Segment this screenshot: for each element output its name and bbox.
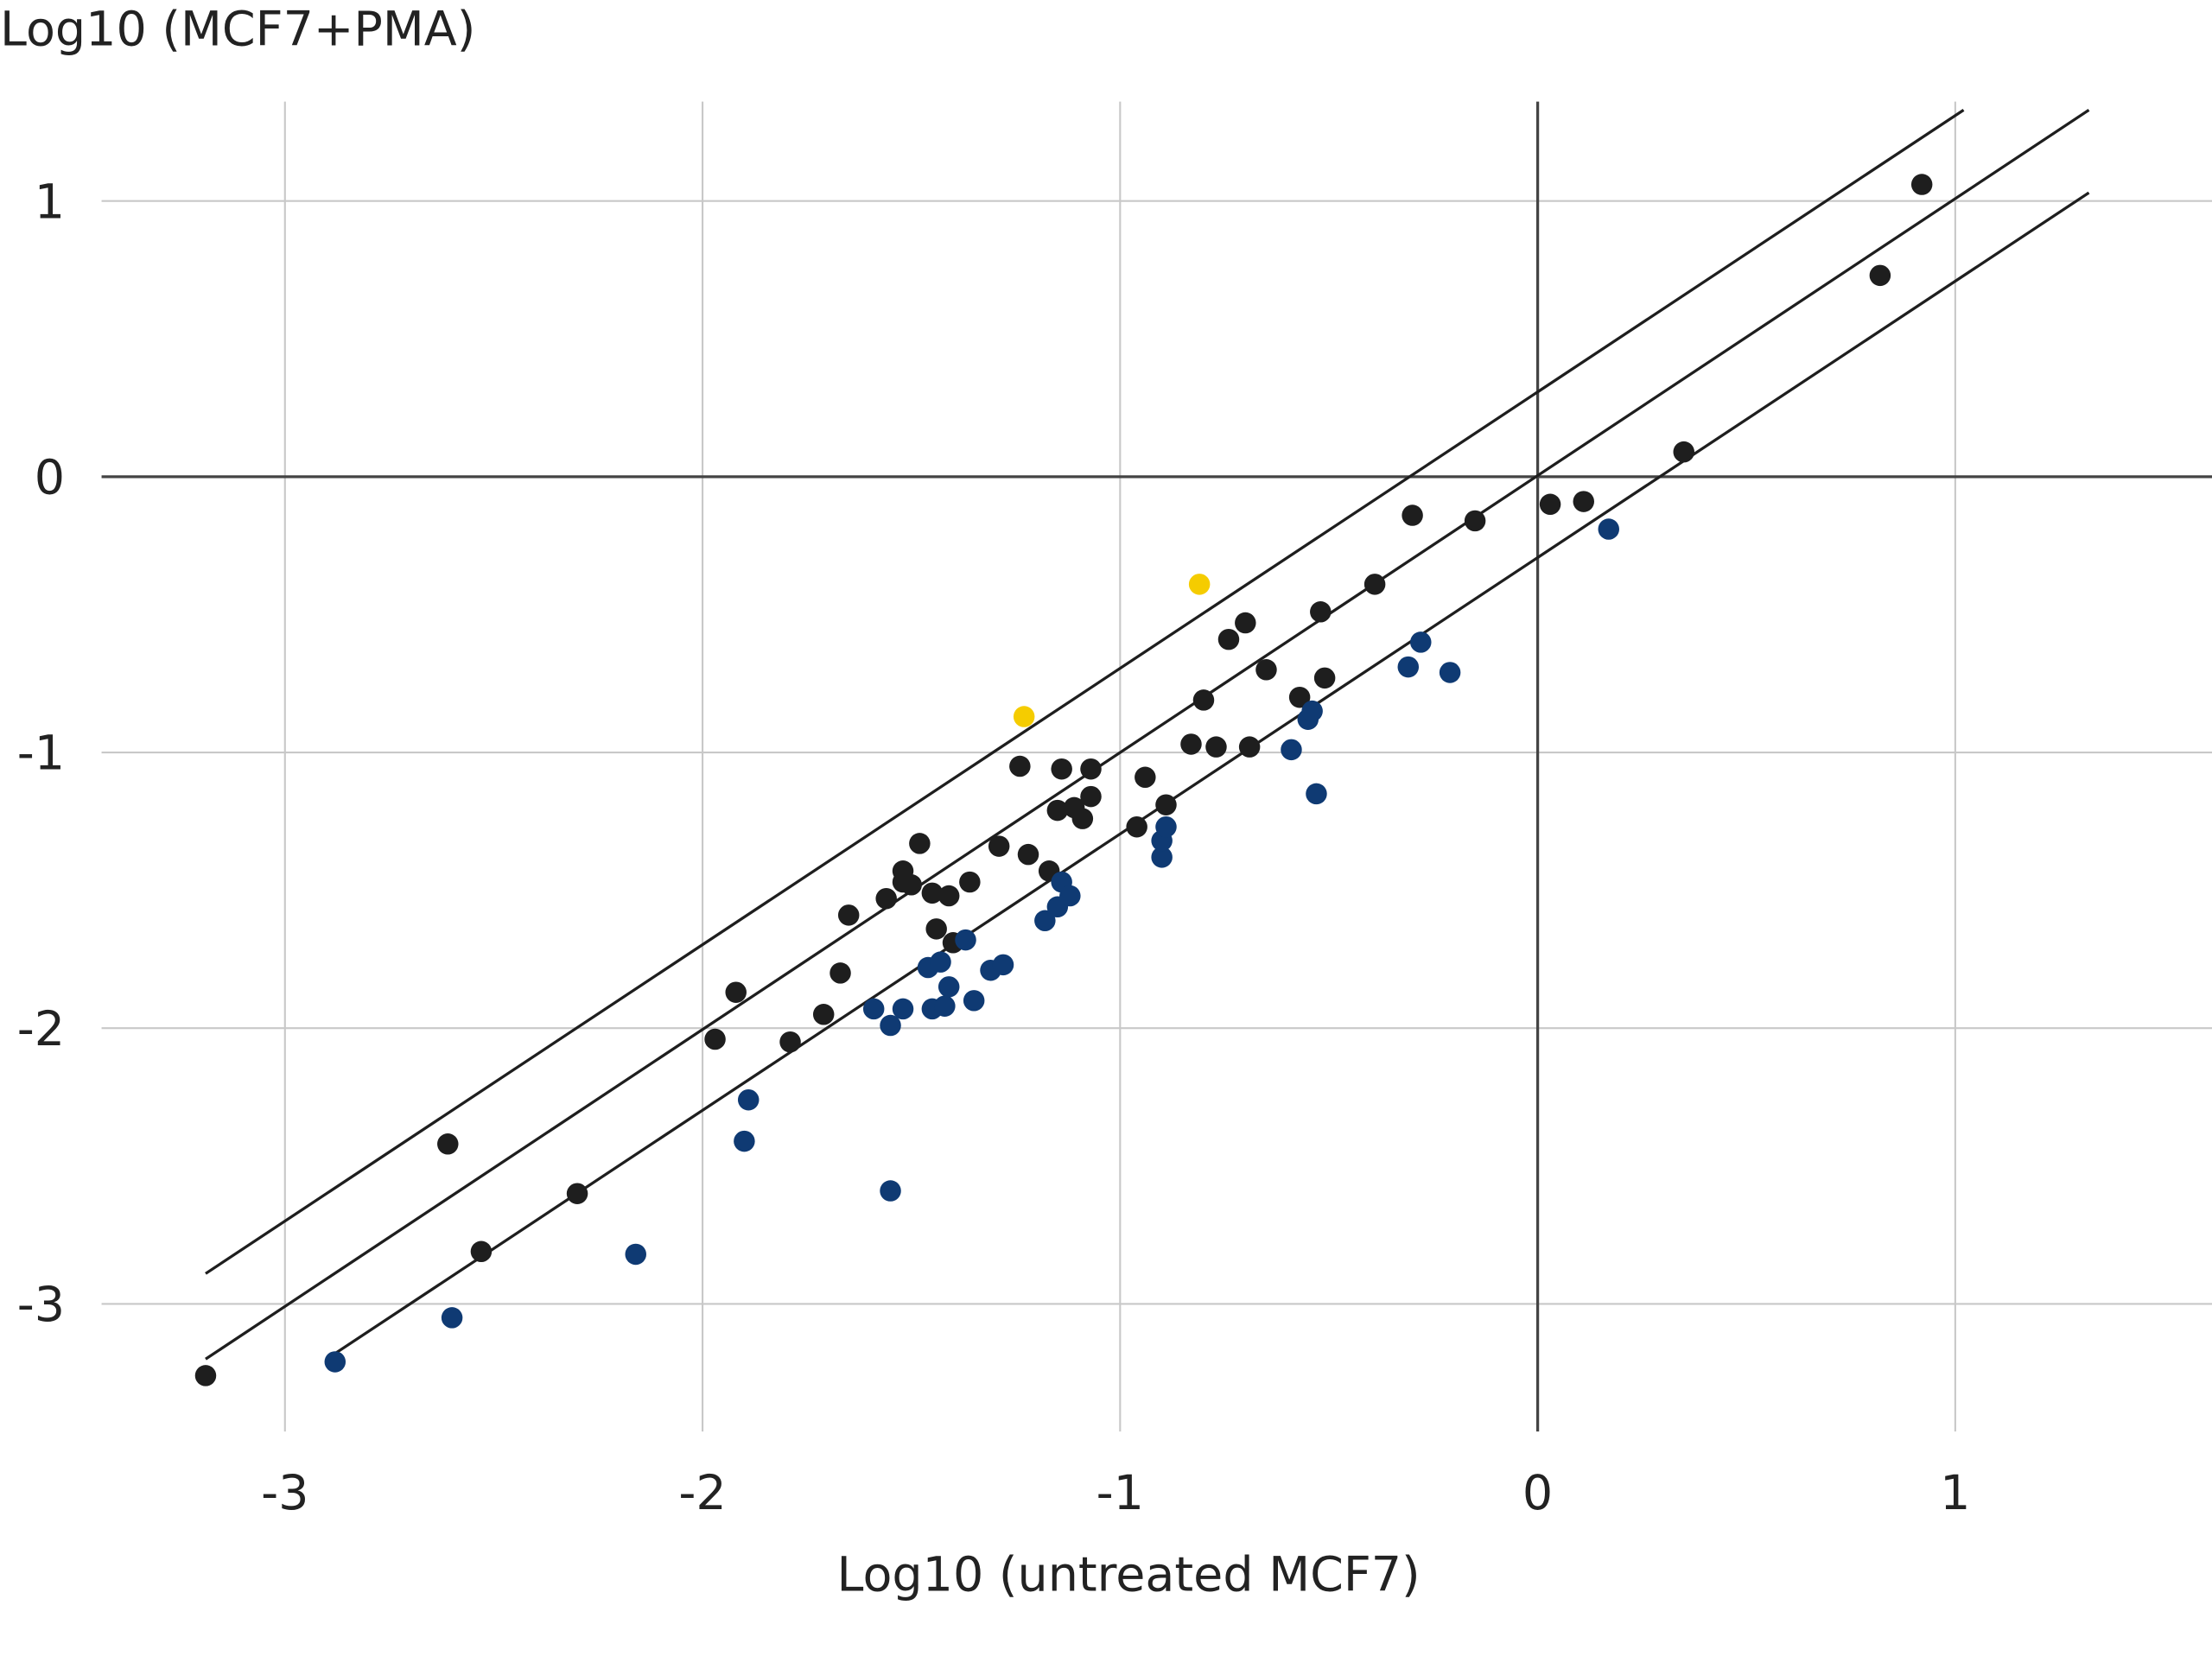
y-tick-label: -2 — [17, 1001, 65, 1057]
data-point-blue — [1598, 518, 1619, 540]
data-point-black — [1017, 843, 1039, 866]
data-point-blue — [1306, 783, 1327, 805]
data-point-black — [1046, 799, 1069, 822]
data-point-blue — [1155, 815, 1177, 838]
data-point-black — [470, 1240, 493, 1263]
data-point-black — [1235, 612, 1256, 634]
data-point-black — [938, 885, 960, 907]
x-tick-label: -2 — [678, 1465, 726, 1521]
data-point-blue — [862, 998, 885, 1020]
data-point-black — [1192, 689, 1215, 711]
x-axis-title: Log10 (untreated MCF7) — [837, 1547, 1421, 1603]
x-tick-label: 0 — [1522, 1465, 1553, 1521]
data-point-black — [194, 1365, 217, 1386]
data-point-black — [875, 887, 897, 910]
reference-line-identity — [205, 108, 2090, 1361]
data-point-black — [1673, 441, 1694, 463]
data-point-blue — [1301, 700, 1323, 722]
reference-lines — [205, 108, 2090, 1361]
y-tick-label: -3 — [17, 1277, 65, 1333]
data-point-black — [1402, 504, 1423, 526]
data-point-black — [1126, 815, 1147, 838]
data-point-blue — [1410, 631, 1432, 653]
data-point-black — [1363, 574, 1386, 595]
reference-line-lower — [326, 191, 2090, 1361]
data-point-black — [1180, 733, 1202, 755]
axes — [101, 101, 2212, 1432]
data-point-black — [1310, 601, 1332, 623]
data-point-black — [1009, 755, 1031, 777]
data-point-blue — [625, 1243, 646, 1266]
data-point-black — [437, 1133, 459, 1155]
data-point-black — [1869, 264, 1891, 287]
data-point-blue — [324, 1351, 346, 1373]
data-point-blue — [938, 976, 960, 998]
data-point-blue — [1059, 885, 1081, 907]
data-point-black — [1464, 510, 1486, 532]
data-point-black — [1573, 491, 1594, 512]
x-tick-label: -1 — [1096, 1465, 1144, 1521]
data-point-blue — [930, 951, 951, 973]
x-tick-label: -3 — [261, 1465, 308, 1521]
data-point-black — [1910, 174, 1933, 195]
data-point-blue — [955, 929, 976, 951]
data-point-blue — [963, 990, 985, 1012]
reference-line-upper — [205, 108, 1965, 1275]
data-point-blue — [1034, 910, 1056, 931]
data-point-black — [812, 1004, 835, 1025]
y-tick-label: 0 — [35, 449, 65, 505]
data-point-blue — [1439, 662, 1461, 683]
data-point-black — [988, 835, 1010, 857]
data-point-blue — [441, 1307, 463, 1329]
data-point-black — [1205, 736, 1227, 758]
y-tick-labels: 1 0 -1 -2 -3 — [17, 174, 65, 1333]
data-point-blue — [892, 998, 914, 1020]
data-point-black — [921, 882, 944, 904]
data-point-blue — [1151, 847, 1173, 868]
data-point-black — [909, 833, 931, 854]
data-point-black — [1288, 686, 1311, 708]
data-point-black — [1135, 766, 1156, 789]
data-point-black — [1539, 493, 1561, 516]
data-point-black — [1255, 659, 1277, 681]
data-point-black — [1238, 736, 1261, 758]
data-point-blue — [737, 1088, 760, 1111]
y-tick-label: 1 — [35, 174, 65, 230]
data-point-black — [900, 874, 922, 896]
data-point-black — [837, 904, 860, 926]
x-tick-label: 1 — [1940, 1465, 1970, 1521]
x-tick-labels: -3 -2 -1 0 1 — [261, 1465, 1970, 1521]
data-point-black — [704, 1028, 726, 1050]
grid — [101, 101, 2212, 1432]
data-point-black — [1080, 785, 1102, 808]
data-point-black — [779, 1031, 801, 1053]
data-points — [194, 174, 1933, 1386]
data-point-blue — [734, 1130, 755, 1152]
data-point-blue — [1397, 656, 1420, 678]
data-point-blue — [934, 995, 956, 1017]
data-point-yellow — [1013, 706, 1035, 727]
data-point-black — [725, 981, 747, 1003]
data-point-black — [1080, 758, 1102, 780]
data-point-black — [1155, 794, 1177, 815]
data-point-blue — [880, 1014, 901, 1037]
data-point-black — [1313, 667, 1336, 689]
data-point-black — [830, 962, 851, 984]
data-point-blue — [1281, 739, 1302, 761]
data-point-black — [1071, 808, 1094, 829]
data-point-black — [959, 871, 981, 893]
data-point-black — [1051, 758, 1072, 780]
data-point-black — [925, 918, 947, 940]
data-point-black — [566, 1183, 588, 1204]
y-axis-title: Log10 (MCF7+PMA) — [0, 1, 475, 57]
y-tick-label: -1 — [17, 726, 65, 782]
data-point-black — [1217, 628, 1240, 650]
data-point-blue — [880, 1180, 901, 1202]
data-point-blue — [992, 954, 1014, 976]
data-point-yellow — [1188, 574, 1211, 595]
